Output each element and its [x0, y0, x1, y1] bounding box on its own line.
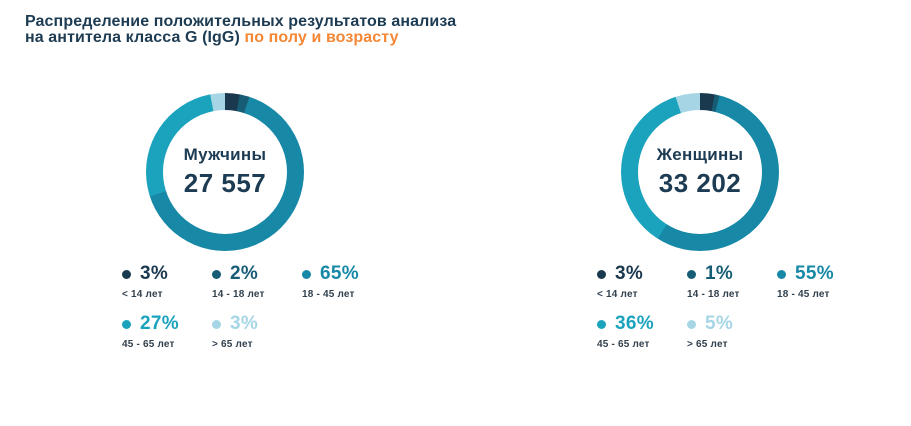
donut-men-title: Мужчины [183, 145, 267, 164]
legend-pct: 3% [230, 313, 259, 334]
legend-item: 2% 14 - 18 лет [212, 263, 302, 300]
legend-label: 14 - 18 лет [212, 289, 265, 300]
legend-item: 55% 18 - 45 лет [777, 263, 867, 300]
legend-row: 3% < 14 лет 1% 14 - 18 лет 55% 18 - 45 л… [597, 263, 867, 300]
legend-label: 45 - 65 лет [597, 339, 650, 350]
donut-men: Мужчины 27 557 [146, 93, 304, 251]
legend-dot [597, 269, 606, 279]
legend-pct: 36% [615, 313, 654, 334]
legend-item: 3% > 65 лет [212, 313, 302, 350]
legend-pct: 3% [140, 263, 169, 284]
legend-pct: 65% [320, 263, 359, 284]
legend-women: 3% < 14 лет 1% 14 - 18 лет 55% 18 - 45 л… [597, 263, 867, 350]
legend-dot [122, 269, 131, 279]
legend-label: 14 - 18 лет [687, 289, 740, 300]
legend-dot [597, 319, 606, 329]
legend-item: 5% > 65 лет [687, 313, 777, 350]
legend-row: 36% 45 - 65 лет 5% > 65 лет [597, 313, 867, 350]
legend-dot [687, 269, 696, 279]
legend-item: 65% 18 - 45 лет [302, 263, 392, 300]
legend-label: 45 - 65 лет [122, 339, 175, 350]
donut-women: Женщины 33 202 [621, 93, 779, 251]
page-title: Распределение положительных результатов … [25, 14, 456, 46]
donut-women-total: 33 202 [658, 168, 742, 198]
legend-pct: 3% [615, 263, 644, 284]
legend-pct: 2% [230, 263, 259, 284]
legend-item: 3% < 14 лет [597, 263, 687, 300]
legend-label: 18 - 45 лет [302, 289, 355, 300]
donut-men-total: 27 557 [183, 168, 267, 198]
legend-dot [777, 269, 786, 279]
legend-dot [212, 269, 221, 279]
legend-dot [302, 269, 311, 279]
legend-item: 3% < 14 лет [122, 263, 212, 300]
legend-item: 27% 45 - 65 лет [122, 313, 212, 350]
legend-item: 36% 45 - 65 лет [597, 313, 687, 350]
donut-women-title: Женщины [656, 145, 744, 164]
chart-women: Женщины 33 202 3% < 14 лет 1% 14 - 18 ле… [585, 0, 911, 426]
title-highlight: по полу и возрасту [244, 29, 399, 46]
legend-men: 3% < 14 лет 2% 14 - 18 лет 65% 18 - 45 л… [122, 263, 392, 350]
legend-dot [212, 319, 221, 329]
donut-women-center: Женщины 33 202 [638, 110, 762, 234]
legend-pct: 5% [705, 313, 734, 334]
legend-label: > 65 лет [212, 339, 253, 350]
title-line1: Распределение положительных результатов … [25, 13, 457, 30]
title-line2: на антитела класса G (IgG) [25, 29, 240, 46]
legend-pct: 55% [795, 263, 834, 284]
legend-label: 18 - 45 лет [777, 289, 830, 300]
legend-pct: 1% [705, 263, 734, 284]
legend-row: 27% 45 - 65 лет 3% > 65 лет [122, 313, 392, 350]
legend-label: < 14 лет [597, 289, 638, 300]
legend-dot [687, 319, 696, 329]
legend-label: < 14 лет [122, 289, 163, 300]
legend-item: 1% 14 - 18 лет [687, 263, 777, 300]
legend-dot [122, 319, 131, 329]
chart-men: Мужчины 27 557 3% < 14 лет 2% 14 - 18 ле… [110, 0, 450, 426]
legend-label: > 65 лет [687, 339, 728, 350]
donut-men-center: Мужчины 27 557 [163, 110, 287, 234]
legend-pct: 27% [140, 313, 179, 334]
legend-row: 3% < 14 лет 2% 14 - 18 лет 65% 18 - 45 л… [122, 263, 392, 300]
